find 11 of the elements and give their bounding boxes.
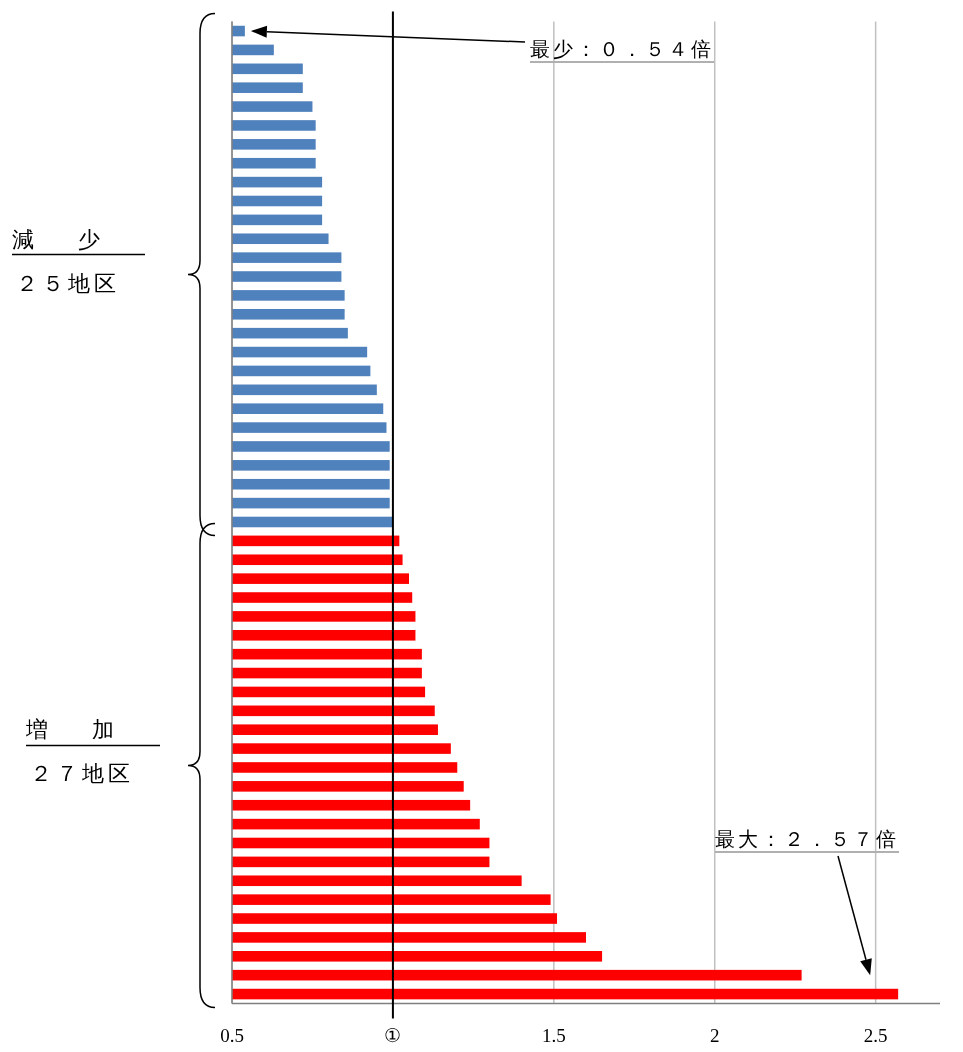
- annotation: 最少：０．５４倍: [530, 38, 714, 60]
- x-tick-label: 0.5: [220, 1025, 244, 1046]
- text: ２７地区: [30, 761, 134, 787]
- x-tick-label: 2: [709, 1025, 720, 1046]
- x-tick-label: 2.5: [863, 1025, 888, 1046]
- x-tick-label: ①: [384, 1025, 402, 1046]
- text: ２５地区: [16, 270, 120, 296]
- annotation: 最大：２．５７倍: [715, 828, 899, 850]
- text: 減 少: [12, 226, 100, 252]
- x-tick-label: 1.5: [541, 1025, 566, 1046]
- text: 増 加: [25, 717, 114, 743]
